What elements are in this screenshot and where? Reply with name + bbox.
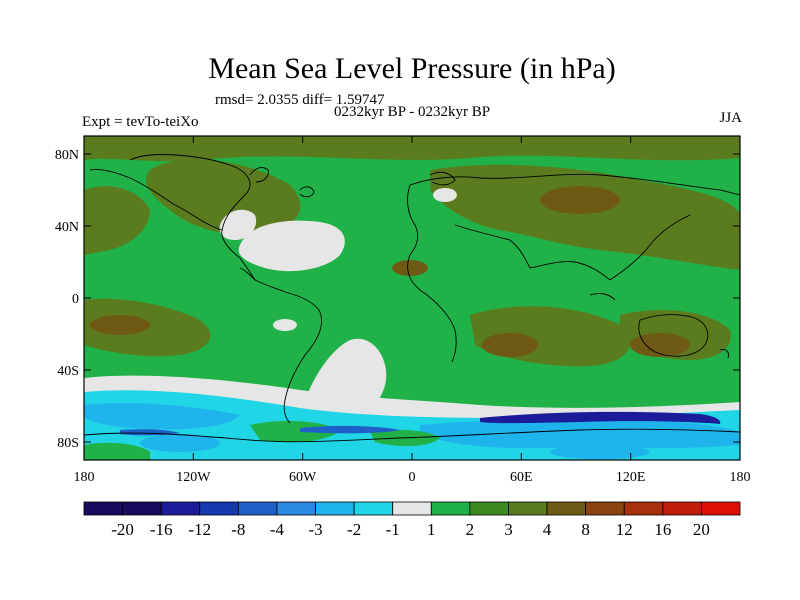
lon-tick-label: 60E: [510, 470, 533, 485]
colorbar-swatch: [508, 501, 548, 516]
colorbar-swatch: [160, 501, 201, 516]
colorbar-swatch: [315, 501, 355, 516]
colorbar-label: 2: [466, 520, 475, 539]
coastlines: [84, 154, 740, 443]
colorbar-label: 20: [693, 520, 710, 539]
colorbar-label: -12: [188, 520, 211, 539]
colorbar-label: -4: [270, 520, 285, 539]
lon-tick-label: 60W: [289, 470, 317, 485]
colorbar: -20 -16 -12 -8 -4 -3 -2 -1 1 2 3 4 8 12 16 20: [83, 501, 741, 539]
colorbar-label: -2: [347, 520, 361, 539]
colorbar-swatch: [353, 501, 394, 516]
lon-tick-label: 180: [730, 470, 751, 485]
colorbar-label: 12: [616, 520, 633, 539]
map-title: Mean Sea Level Pressure (in hPa): [208, 52, 616, 85]
colorbar-label: -1: [386, 520, 400, 539]
lat-tick-label: 40N: [55, 220, 79, 235]
colorbar-swatch: [392, 501, 432, 516]
colorbar-label: 3: [504, 520, 513, 539]
colorbar-label: 8: [581, 520, 590, 539]
lon-tick-label: 120W: [176, 470, 211, 485]
period-label: 0232kyr BP - 0232kyr BP: [333, 104, 491, 120]
colorbar-swatch: [237, 501, 278, 516]
colorbar-swatch: [546, 501, 587, 516]
season-label: JJA: [719, 110, 742, 126]
colorbar-label: -20: [111, 520, 134, 539]
colorbar-swatch: [430, 501, 471, 516]
stats-label: rmsd= 2.0355 diff= 1.59747: [215, 92, 385, 108]
colorbar-swatch: [122, 501, 162, 516]
lon-tick-label: 0: [409, 470, 416, 485]
colorbar-swatch: [83, 501, 123, 516]
lon-tick-label: 180: [74, 470, 95, 485]
colorbar-label: 16: [654, 520, 671, 539]
colorbar-swatch: [623, 501, 664, 516]
colorbar-swatch: [276, 501, 316, 516]
lat-tick-label: 80N: [55, 148, 79, 163]
pressure-field: [84, 136, 740, 460]
colorbar-label: -3: [308, 520, 322, 539]
lon-tick-label: 120E: [616, 470, 646, 485]
colorbar-swatch: [199, 501, 239, 516]
lat-tick-label: 0: [72, 292, 79, 307]
experiment-label: Expt = tevTo-teiXo: [82, 114, 199, 130]
colorbar-label: 1: [427, 520, 436, 539]
colorbar-swatch: [585, 501, 625, 516]
axis-ticks: 80N 40N 0 40S 80S 180 120W 60W 0 60E 120E 180: [55, 136, 751, 485]
colorbar-swatch: [469, 501, 509, 516]
colorbar-label: -16: [150, 520, 173, 539]
lat-tick-label: 40S: [57, 364, 79, 379]
colorbar-swatch: [662, 501, 702, 516]
colorbar-label: 4: [543, 520, 552, 539]
colorbar-swatch: [701, 501, 741, 516]
colorbar-label: -8: [231, 520, 245, 539]
lat-tick-label: 80S: [57, 436, 79, 451]
